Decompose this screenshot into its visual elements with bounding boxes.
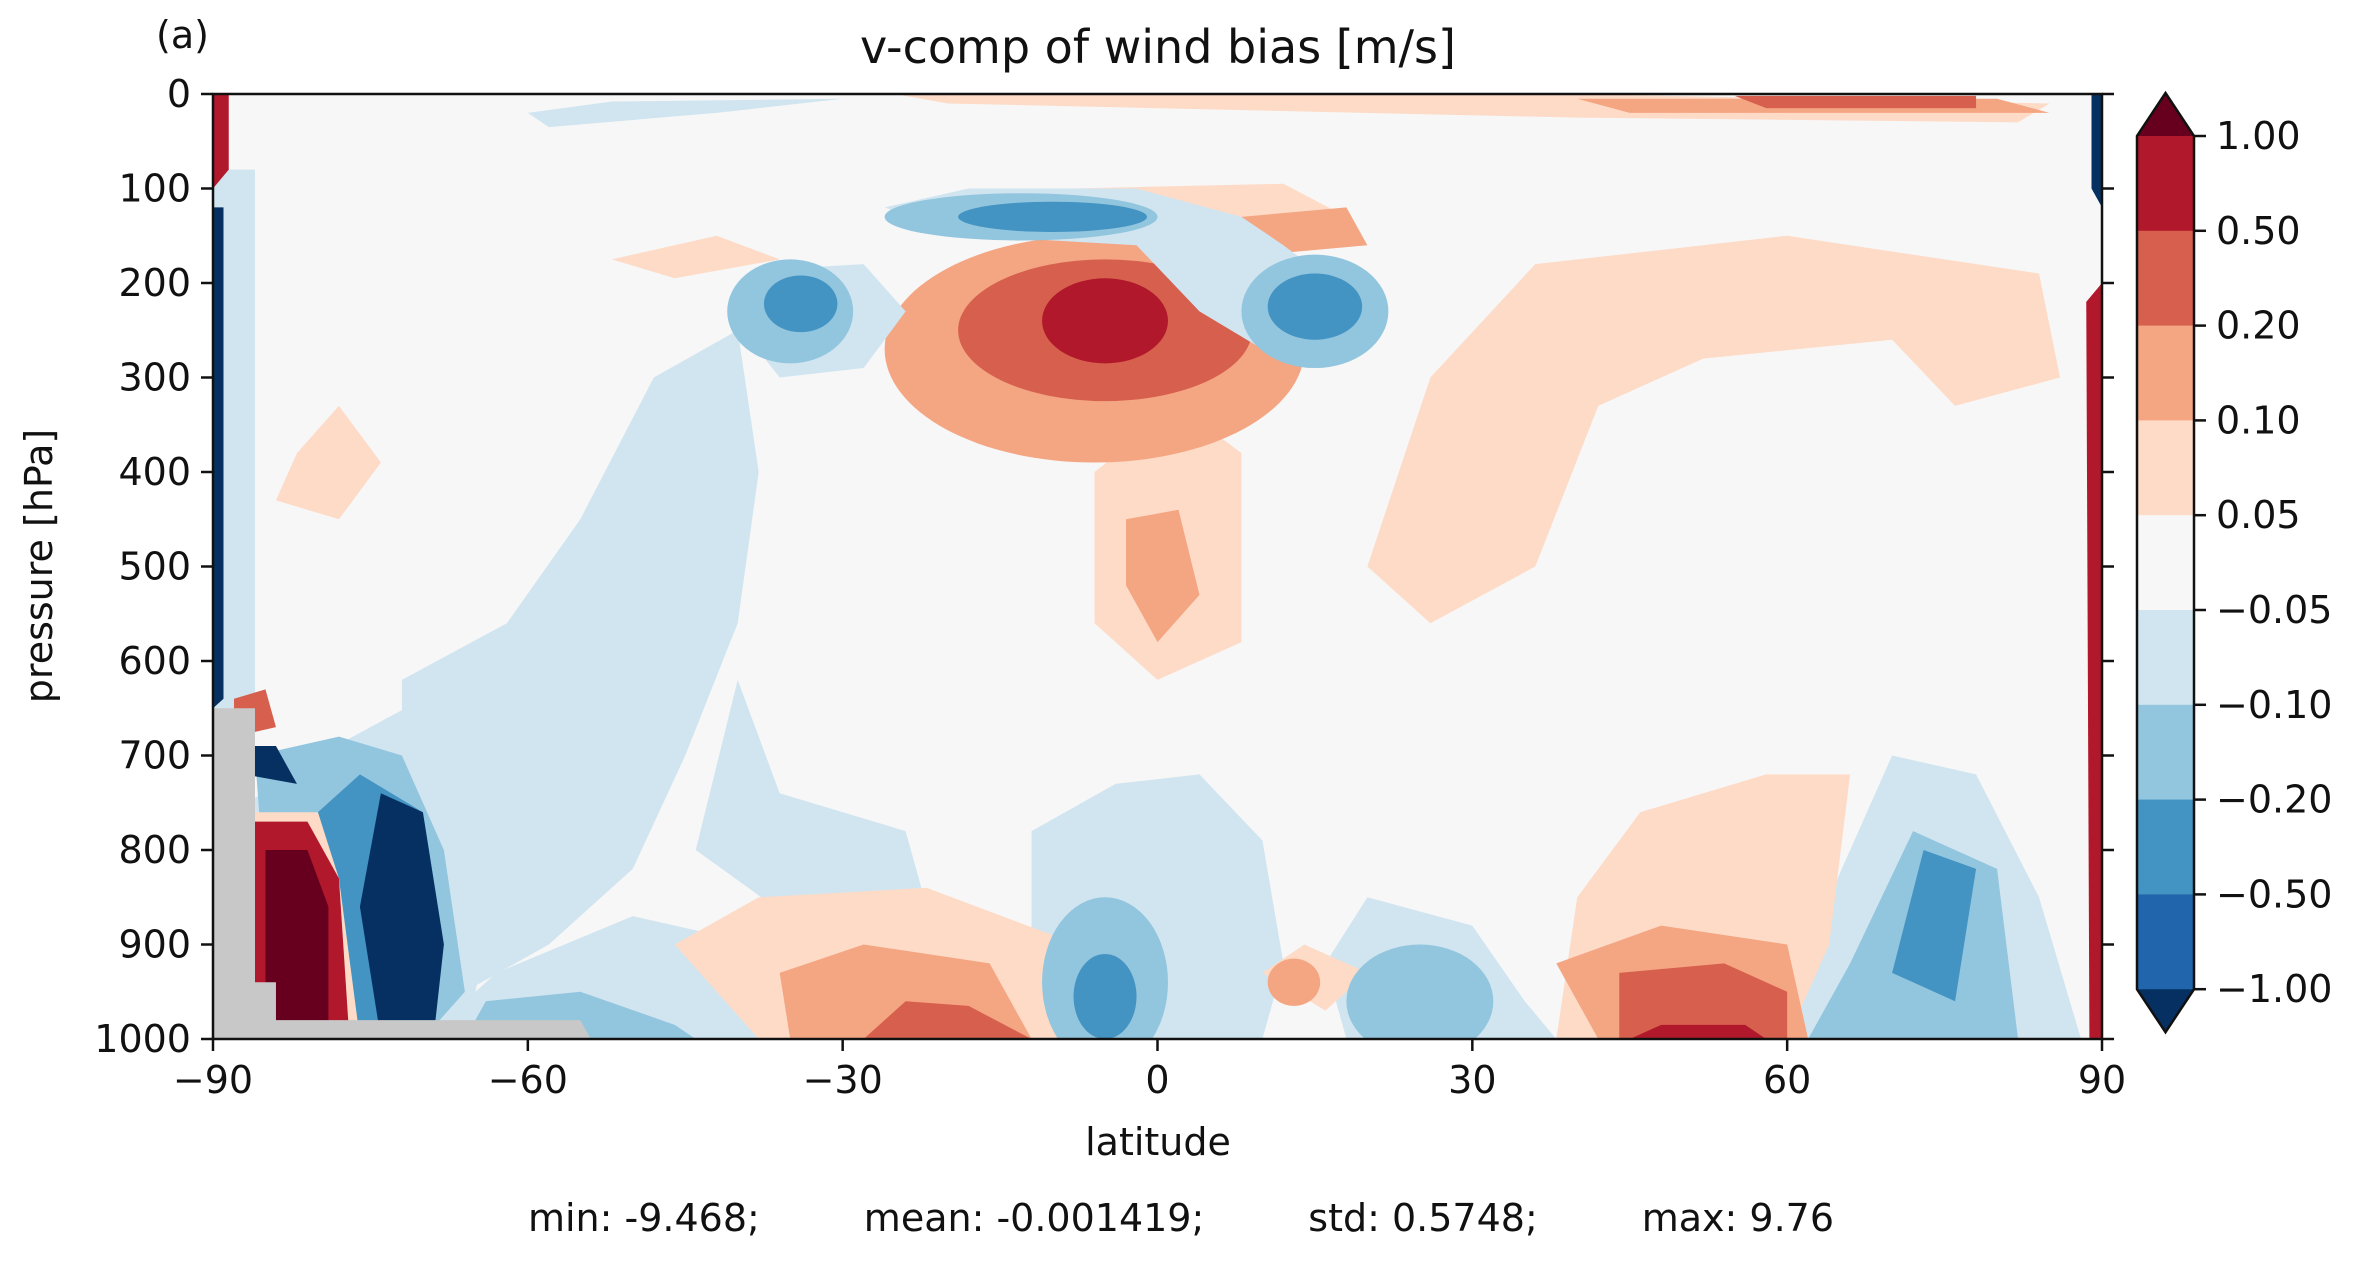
y-tick-label: 400	[118, 450, 191, 494]
x-tick-label: 60	[1763, 1058, 1811, 1102]
light-blue-region	[695, 679, 927, 926]
salmon-region	[1267, 958, 1321, 1006]
colorbar-segment	[2137, 136, 2194, 232]
colorbar-tick-label: −0.05	[2216, 588, 2332, 632]
y-tick-label: 600	[118, 639, 191, 683]
y-tick-label: 1000	[94, 1017, 191, 1061]
stats-line: min: -9.468; mean: -0.001419; std: 0.5748;…	[0, 1196, 2362, 1240]
x-axis: −90 −60 −30 0 30 60 90	[173, 1039, 2126, 1102]
stat-min: min: -9.468;	[527, 1196, 760, 1240]
red-maximum	[1042, 278, 1168, 364]
x-tick-label: 30	[1448, 1058, 1496, 1102]
red-region	[213, 94, 229, 189]
y-tick-label: 500	[118, 545, 191, 589]
missing-data-mask	[213, 708, 591, 1039]
light-pink-region	[275, 405, 381, 520]
x-tick-label: −60	[488, 1058, 568, 1102]
navy-minimum	[213, 207, 224, 709]
colorbar-extend-top	[2137, 93, 2194, 136]
y-axis: 0 100 200 300 400 500 600 700 800 900 1000	[94, 72, 2114, 1061]
colorbar-segment	[2137, 610, 2194, 706]
colorbar-tick-label: −0.50	[2216, 872, 2332, 916]
colorbar-segment	[2137, 230, 2194, 327]
colorbar-segment	[2137, 420, 2194, 516]
x-tick-label: −90	[173, 1058, 253, 1102]
chart-title: v-comp of wind bias [m/s]	[860, 20, 1456, 74]
y-tick-label: 900	[118, 923, 191, 967]
light-pink-region	[1367, 235, 2061, 624]
mid-blue-region	[1073, 953, 1137, 1039]
red-region	[2086, 283, 2102, 1039]
colorbar-tick-label: −0.10	[2216, 683, 2332, 727]
stat-mean: mean: -0.001419;	[863, 1196, 1205, 1240]
colorbar-segment	[2137, 894, 2194, 990]
blue-region	[1346, 944, 1494, 1039]
salmon-region	[1126, 509, 1200, 643]
colorbar-tick-label: 0.50	[2216, 209, 2301, 253]
mid-blue-region	[1892, 850, 1977, 1002]
mid-red-region	[1619, 963, 1788, 1039]
colorbar-extend-bottom	[2137, 989, 2194, 1033]
contour-field	[213, 94, 2102, 1039]
colorbar-segment	[2137, 515, 2194, 611]
colorbar-segment	[2137, 704, 2194, 801]
colorbar-tick-label: 0.20	[2216, 304, 2301, 348]
x-tick-label: 0	[1145, 1058, 1169, 1102]
y-tick-label: 700	[118, 734, 191, 778]
colorbar-tick-label: 0.05	[2216, 493, 2301, 537]
colorbar-tick-label: 0.10	[2216, 398, 2301, 442]
x-tick-label: −30	[803, 1058, 883, 1102]
light-blue-region	[527, 98, 843, 128]
mid-blue-region	[1267, 273, 1363, 340]
y-tick-label: 300	[118, 356, 191, 400]
light-blue-region	[401, 330, 759, 992]
stat-std: std: 0.5748;	[1308, 1196, 1538, 1240]
y-tick-label: 800	[118, 828, 191, 872]
mid-blue-region	[958, 201, 1148, 232]
stat-max: max: 9.76	[1641, 1196, 1835, 1240]
mid-blue-region	[763, 275, 838, 333]
light-pink-region	[611, 235, 780, 279]
mid-red-region	[1734, 95, 1977, 109]
navy-minimum	[2091, 94, 2102, 208]
navy-minimum	[359, 793, 444, 1039]
colorbar-tick-label: −1.00	[2216, 967, 2332, 1011]
colorbar-tick-label: −0.20	[2216, 778, 2332, 822]
panel-label: (a)	[156, 13, 209, 57]
y-axis-label: pressure [hPa]	[17, 429, 61, 703]
colorbar-segment	[2137, 325, 2194, 421]
x-axis-label: latitude	[1085, 1120, 1231, 1164]
red-maximum	[1629, 1024, 1767, 1039]
y-tick-label: 200	[118, 261, 191, 305]
navy-minimum	[244, 746, 297, 784]
darkred-maximum	[265, 850, 329, 1039]
colorbar-tick-label: 1.00	[2216, 114, 2301, 158]
y-tick-label: 0	[167, 72, 191, 116]
x-tick-label: 90	[2078, 1058, 2126, 1102]
colorbar: 1.00 0.50 0.20 0.10 0.05 −0.05 −0.10 −0.20 −0.50…	[2135, 90, 2332, 1035]
y-tick-label: 100	[118, 167, 191, 211]
colorbar-segment	[2137, 799, 2194, 895]
mid-red-region	[863, 1001, 1032, 1039]
